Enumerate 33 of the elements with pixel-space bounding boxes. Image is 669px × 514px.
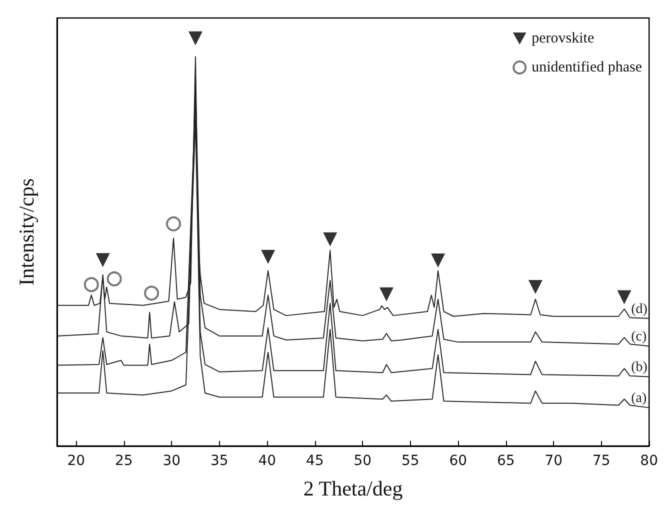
series-label: (b) [631, 360, 648, 376]
x-axis-title: 2 Theta/deg [303, 476, 404, 500]
point [261, 250, 276, 264]
series-label: (d) [631, 302, 648, 317]
x-tick-label: 25 [114, 453, 133, 469]
point [96, 253, 110, 268]
x-tick-label: 60 [449, 453, 468, 469]
x-tick-label: 40 [258, 453, 276, 469]
series-label: (a) [631, 391, 647, 406]
point [323, 232, 338, 246]
x-tick-label: 35 [210, 453, 228, 469]
y-axis-title: Intensity/cps [14, 178, 38, 286]
legend-label: unidentified phase [532, 60, 642, 76]
point [144, 286, 160, 301]
point [106, 271, 122, 286]
x-tick-label: 65 [496, 453, 515, 469]
point [84, 277, 99, 292]
x-tick-label: 70 [544, 453, 563, 469]
x-tick-label: 55 [401, 453, 420, 469]
point [379, 287, 394, 302]
x-tick-label: 20 [67, 453, 86, 469]
point [188, 31, 202, 46]
x-tick-label: 30 [162, 453, 181, 469]
point [166, 216, 182, 232]
x-tick-label: 80 [640, 453, 658, 469]
point [528, 280, 542, 294]
legend-label: perovskite [532, 30, 594, 46]
point [431, 254, 446, 268]
x-tick-label: 45 [306, 453, 324, 469]
x-tick-label: 50 [354, 453, 372, 469]
series-label: (c) [631, 330, 647, 345]
x-tick-label: 75 [592, 453, 610, 469]
point [617, 290, 632, 304]
